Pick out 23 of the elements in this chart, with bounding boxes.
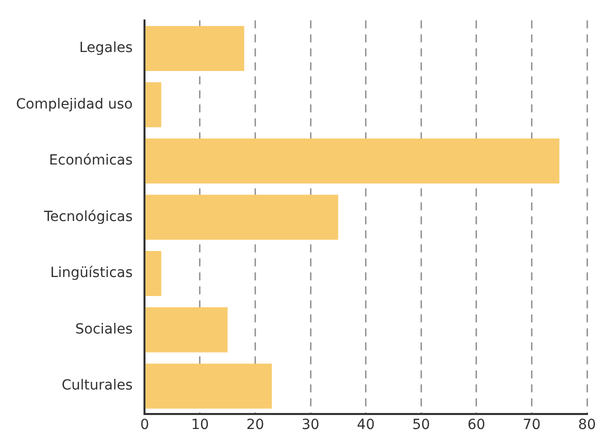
x-tick-label: 80 bbox=[578, 417, 596, 434]
x-tick-label: 10 bbox=[191, 417, 209, 434]
bar bbox=[145, 251, 162, 296]
x-tick-label: 30 bbox=[302, 417, 320, 434]
bar bbox=[145, 307, 228, 352]
y-tick-label: Lingüísticas bbox=[50, 265, 133, 282]
x-tick-label: 40 bbox=[356, 417, 375, 434]
bar bbox=[145, 138, 560, 184]
y-tick-label: Complejidad uso bbox=[16, 96, 133, 112]
x-tick-label: 70 bbox=[522, 417, 541, 434]
y-tick-label: Económicas bbox=[49, 152, 133, 169]
bar bbox=[145, 364, 272, 409]
bar bbox=[145, 82, 162, 128]
x-tick-label: 60 bbox=[468, 417, 486, 434]
x-tick-label: 50 bbox=[412, 417, 430, 434]
x-tick-label: 20 bbox=[246, 417, 264, 434]
y-tick-label: Tecnológicas bbox=[42, 208, 133, 225]
y-tick-label: Culturales bbox=[62, 378, 133, 394]
bar bbox=[145, 194, 338, 240]
x-tick-label: 0 bbox=[140, 417, 150, 434]
y-tick-label: Legales bbox=[79, 40, 133, 56]
bar bbox=[145, 26, 244, 72]
y-tick-label: Sociales bbox=[75, 321, 133, 338]
